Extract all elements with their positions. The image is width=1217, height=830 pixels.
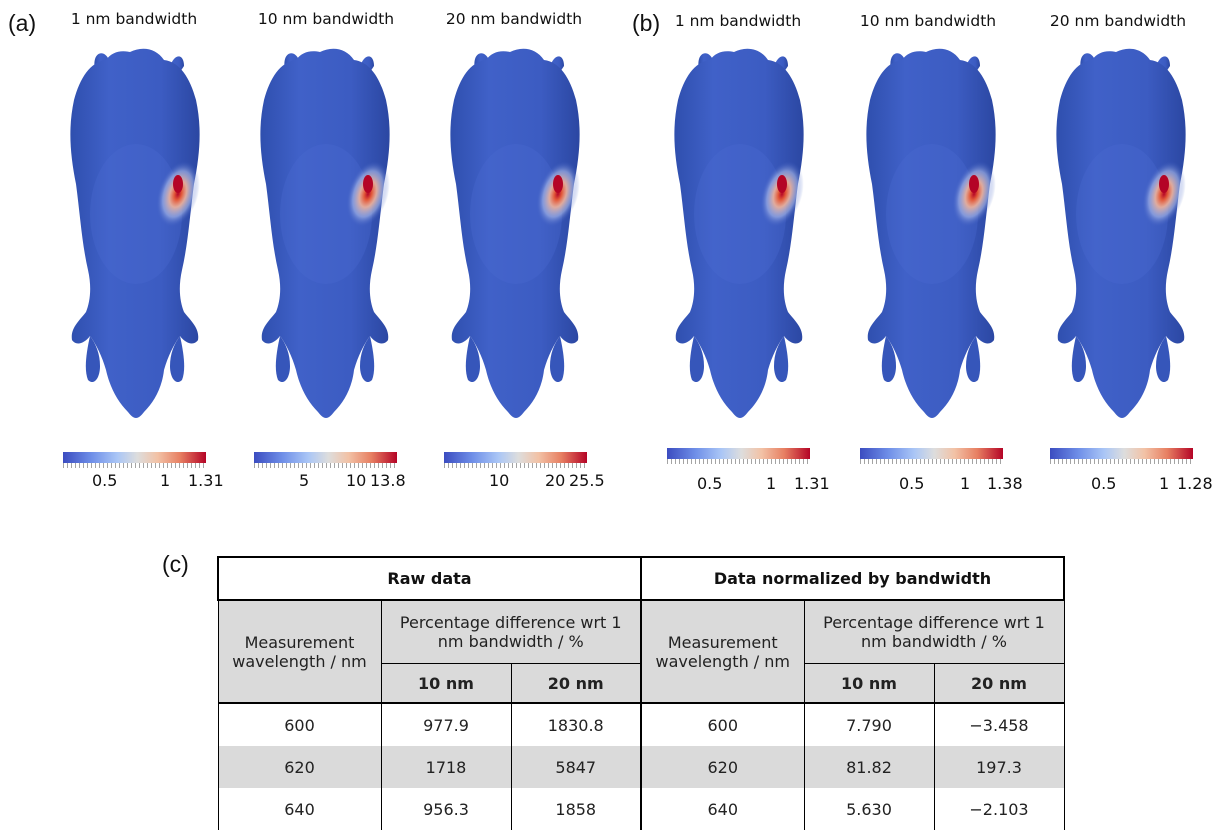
b2-mouse-image bbox=[866, 48, 1004, 418]
b2-colorbar bbox=[860, 448, 1003, 459]
norm-10nm-header: 10 nm bbox=[803, 663, 935, 703]
b1-tick-1: 0.5 bbox=[697, 474, 723, 493]
cell-wl: 640 bbox=[217, 788, 382, 830]
b2-title: 10 nm bandwidth bbox=[859, 12, 997, 30]
b1-mouse-image bbox=[674, 48, 812, 418]
b2-tick-3: 1.38 bbox=[987, 474, 1023, 493]
a1-colorbar-ticks bbox=[63, 463, 206, 468]
a2-colorbar bbox=[254, 452, 397, 463]
b2-tick-1: 0.5 bbox=[899, 474, 925, 493]
a3-tick-2: 20 bbox=[545, 471, 566, 490]
pct-diff-header-norm: Percentage difference wrt 1 nm bandwidth… bbox=[803, 600, 1065, 664]
a3-colorbar bbox=[444, 452, 587, 463]
b3-colorbar bbox=[1050, 448, 1193, 459]
a2-tick-2: 10 bbox=[346, 471, 367, 490]
b1-tick-2: 1 bbox=[766, 474, 777, 493]
cell-raw10: 977.9 bbox=[380, 703, 512, 746]
a1-tick-3: 1.31 bbox=[188, 471, 224, 490]
b3-colorbar-ticks bbox=[1050, 459, 1193, 464]
cell-norm10: 5.630 bbox=[803, 788, 935, 830]
b3-tick-1: 0.5 bbox=[1091, 474, 1117, 493]
cell-norm10: 81.82 bbox=[803, 746, 935, 788]
a2-tick-1: 5 bbox=[299, 471, 310, 490]
table-row: 600 977.9 1830.8 600 7.790 −3.458 bbox=[217, 703, 1065, 746]
b1-tick-3: 1.31 bbox=[794, 474, 830, 493]
cell-norm20: −3.458 bbox=[933, 703, 1065, 746]
cell-raw20: 1858 bbox=[510, 788, 642, 830]
b2-tick-2: 1 bbox=[960, 474, 971, 493]
a3-tick-3: 25.5 bbox=[569, 471, 605, 490]
a3-mouse-image bbox=[450, 48, 588, 418]
cell-wl-norm: 600 bbox=[640, 703, 805, 746]
cell-raw10: 956.3 bbox=[380, 788, 512, 830]
cell-raw20: 5847 bbox=[510, 746, 642, 788]
a2-colorbar-ticks bbox=[254, 463, 397, 468]
a3-tick-1: 10 bbox=[489, 471, 510, 490]
norm-20nm-header: 20 nm bbox=[933, 663, 1065, 703]
b2-colorbar-ticks bbox=[860, 459, 1003, 464]
cell-wl-norm: 620 bbox=[640, 746, 805, 788]
a1-tick-1: 0.5 bbox=[92, 471, 118, 490]
b1-colorbar bbox=[667, 448, 810, 459]
a2-mouse-image bbox=[260, 48, 398, 418]
pct-diff-header-raw: Percentage difference wrt 1 nm bandwidth… bbox=[380, 600, 642, 664]
panel-b-label: (b) bbox=[632, 10, 661, 36]
cell-wl: 620 bbox=[217, 746, 382, 788]
wavelength-header-raw: Measurement wavelength / nm bbox=[217, 600, 382, 703]
raw-data-header: Raw data bbox=[217, 556, 642, 601]
table-row: 620 1718 5847 620 81.82 197.3 bbox=[217, 746, 1065, 788]
results-table: Raw data Data normalized by bandwidth Me… bbox=[217, 556, 1065, 830]
cell-raw10: 1718 bbox=[380, 746, 512, 788]
b3-title: 20 nm bandwidth bbox=[1049, 12, 1187, 30]
panel-a-label: (a) bbox=[8, 10, 37, 36]
b1-title: 1 nm bandwidth bbox=[674, 12, 802, 30]
wavelength-header-norm: Measurement wavelength / nm bbox=[640, 600, 805, 703]
cell-norm20: −2.103 bbox=[933, 788, 1065, 830]
raw-10nm-header: 10 nm bbox=[380, 663, 512, 703]
a3-colorbar-ticks bbox=[444, 463, 587, 468]
a1-colorbar bbox=[63, 452, 206, 463]
b1-colorbar-ticks bbox=[667, 459, 810, 464]
normalized-data-header: Data normalized by bandwidth bbox=[640, 556, 1065, 601]
panel-c-label: (c) bbox=[162, 551, 189, 577]
cell-wl-norm: 640 bbox=[640, 788, 805, 830]
a3-title: 20 nm bandwidth bbox=[445, 10, 583, 28]
cell-norm10: 7.790 bbox=[803, 703, 935, 746]
cell-wl: 600 bbox=[217, 703, 382, 746]
b3-tick-3: 1.28 bbox=[1177, 474, 1213, 493]
a1-title: 1 nm bandwidth bbox=[70, 10, 198, 28]
table-row: 640 956.3 1858 640 5.630 −2.103 bbox=[217, 788, 1065, 830]
cell-raw20: 1830.8 bbox=[510, 703, 642, 746]
b3-tick-2: 1 bbox=[1159, 474, 1170, 493]
raw-20nm-header: 20 nm bbox=[510, 663, 642, 703]
cell-norm20: 197.3 bbox=[933, 746, 1065, 788]
a2-tick-3: 13.8 bbox=[370, 471, 406, 490]
a1-mouse-image bbox=[70, 48, 208, 418]
b3-mouse-image bbox=[1056, 48, 1194, 418]
a2-title: 10 nm bandwidth bbox=[257, 10, 395, 28]
a1-tick-2: 1 bbox=[160, 471, 171, 490]
